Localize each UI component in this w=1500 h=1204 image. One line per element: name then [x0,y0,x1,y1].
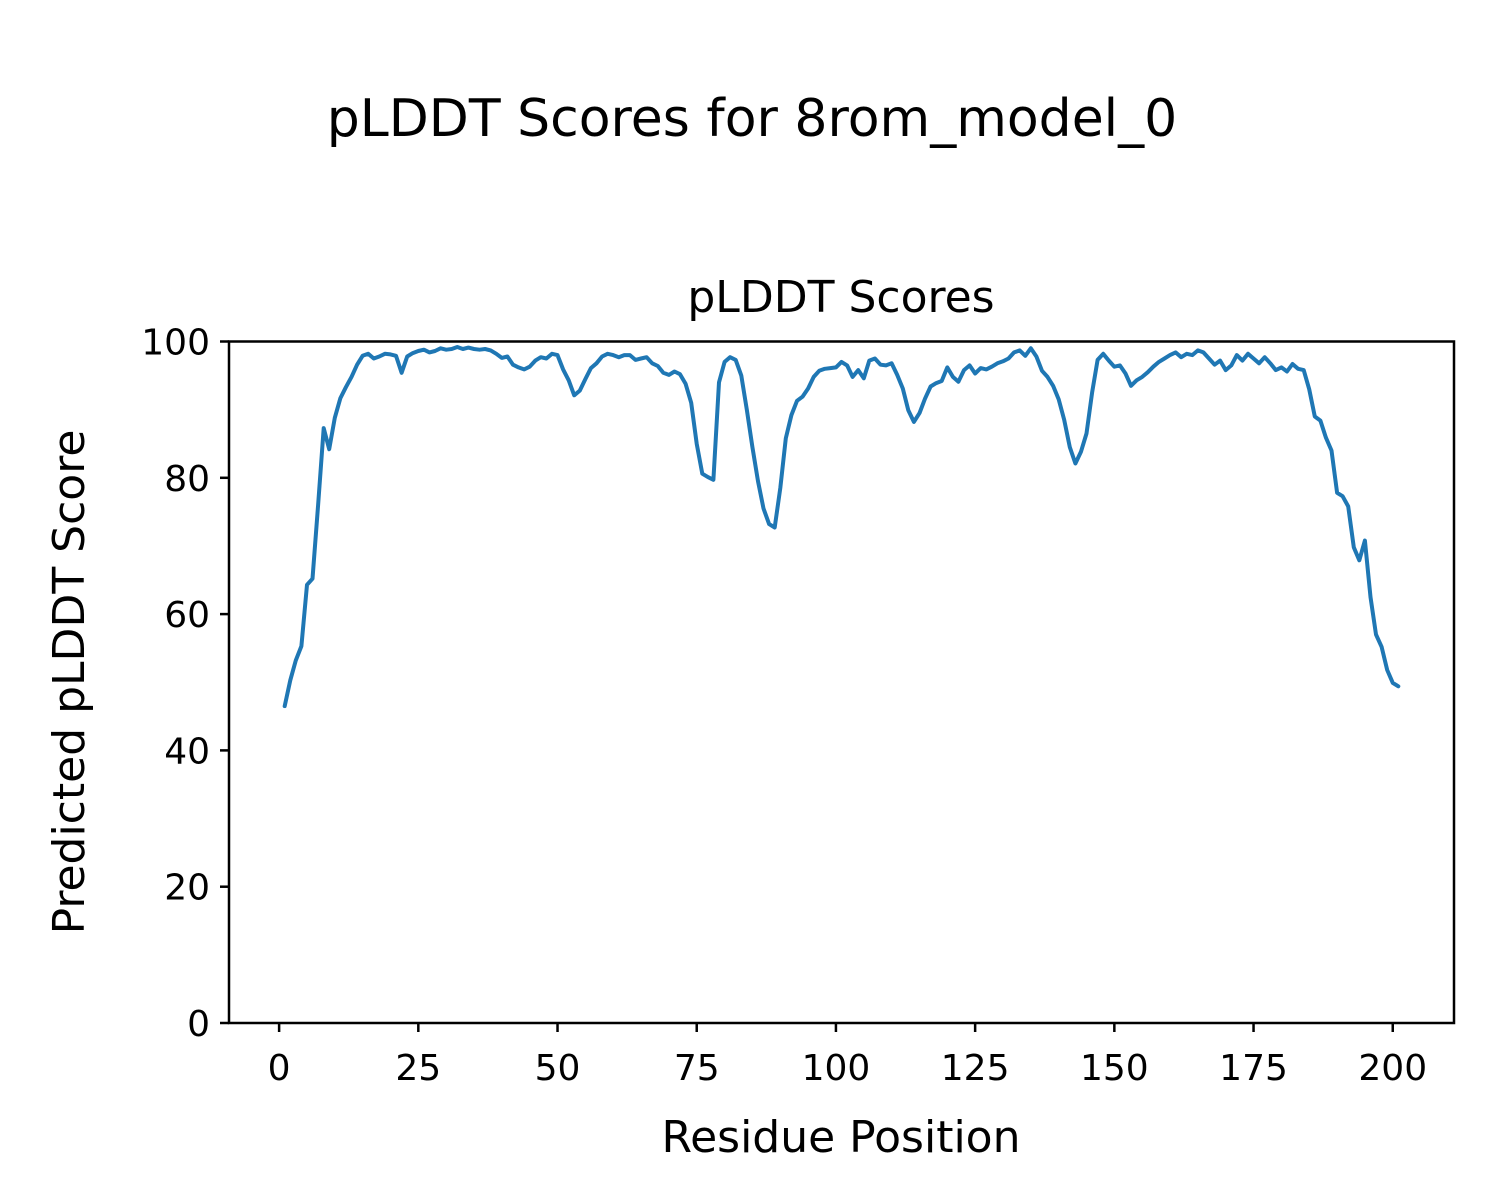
y-axis-label: Predicted pLDDT Score [44,430,95,935]
plddt-line-series [282,345,1401,709]
x-tick-label: 75 [674,1048,720,1089]
y-tick-label: 60 [164,595,210,636]
axes-title: pLDDT Scores [687,272,994,323]
plot-border [227,340,1456,1025]
x-tick-label: 150 [1080,1048,1149,1089]
x-tick-label: 100 [802,1048,871,1089]
y-tick-label: 0 [187,1004,210,1045]
y-tick-label: 100 [141,323,210,364]
x-axis-ticks: 0 25 50 75 100 125 150 175 200 [268,1023,1427,1089]
figure-suptitle: pLDDT Scores for 8rom_model_0 [327,89,1177,149]
x-tick-label: 125 [941,1048,1010,1089]
y-axis-ticks: 0 20 40 60 80 100 [141,323,229,1045]
y-tick-label: 20 [164,868,210,909]
x-axis-label: Residue Position [661,1112,1020,1163]
x-tick-label: 175 [1219,1048,1288,1089]
x-tick-label: 200 [1358,1048,1427,1089]
y-tick-label: 80 [164,459,210,500]
x-tick-label: 25 [395,1048,441,1089]
y-tick-label: 40 [164,731,210,772]
x-tick-label: 50 [535,1048,581,1089]
x-tick-label: 0 [268,1048,291,1089]
